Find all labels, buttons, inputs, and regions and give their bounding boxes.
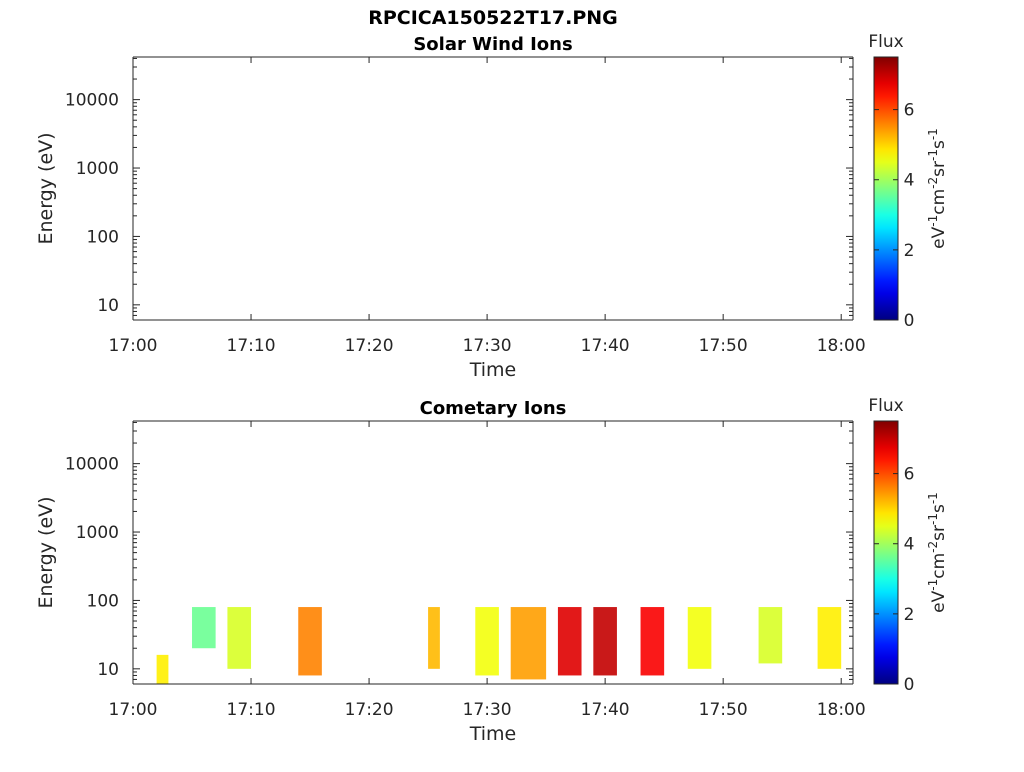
y-tick-label: 10 — [97, 296, 119, 316]
x-tick-label: 17:20 — [345, 700, 394, 720]
y-tick-label: 1000 — [76, 523, 119, 543]
flux-band — [156, 654, 169, 684]
x-tick-label: 17:50 — [699, 700, 748, 720]
flux-band — [557, 607, 582, 676]
x-axis-label: Time — [469, 723, 517, 745]
flux-band — [227, 607, 252, 669]
colorbar-title: Flux — [868, 32, 903, 52]
x-tick-label: 18:00 — [817, 336, 866, 356]
x-tick-label: 17:10 — [227, 336, 276, 356]
colorbar-tick-label: 4 — [904, 535, 915, 555]
x-tick-label: 17:30 — [463, 700, 512, 720]
colorbar-tick-label: 4 — [904, 171, 915, 191]
y-tick-label: 100 — [87, 227, 119, 247]
figure-title: RPCICA150522T17.PNG — [368, 7, 618, 29]
colorbar — [873, 56, 899, 321]
y-tick-label: 1000 — [76, 159, 119, 179]
flux-band — [428, 607, 440, 669]
x-tick-label: 18:00 — [817, 700, 866, 720]
y-axis-label: Energy (eV) — [35, 496, 57, 608]
colorbar-tick-label: 2 — [904, 241, 915, 261]
x-tick-label: 17:40 — [581, 700, 630, 720]
colorbar-unit-label: eV-1cm-2sr-1s-1 — [926, 492, 949, 613]
flux-band — [298, 607, 322, 676]
x-tick-label: 17:50 — [699, 336, 748, 356]
panel-title: Solar Wind Ions — [413, 34, 572, 55]
colorbar-tick-label: 0 — [904, 675, 915, 695]
colorbar-tick-label: 0 — [904, 311, 915, 331]
panel-2: Cometary Ions 17:00 17:10 17:20 17:30 17:40 17… — [35, 396, 949, 745]
flux-band — [510, 607, 547, 680]
panel-1: Solar Wind Ions 17:00 17:10 17:20 17:30 17:40… — [35, 32, 949, 381]
x-tick-label: 17:00 — [109, 700, 158, 720]
colorbar — [873, 420, 899, 685]
colorbar-tick-label: 6 — [904, 465, 915, 485]
colorbar-unit-label: eV-1cm-2sr-1s-1 — [926, 128, 949, 249]
x-tick-label: 17:10 — [227, 700, 276, 720]
flux-band — [817, 607, 842, 669]
y-tick-label: 10 — [97, 660, 119, 680]
x-tick-label: 17:20 — [345, 336, 394, 356]
flux-band — [475, 607, 499, 676]
flux-band — [640, 607, 665, 676]
colorbar-tick-label: 6 — [904, 101, 915, 121]
x-tick-label: 17:40 — [581, 336, 630, 356]
flux-band — [593, 607, 617, 676]
flux-band — [687, 607, 712, 669]
y-axis-label: Energy (eV) — [35, 132, 57, 244]
x-tick-label: 17:00 — [109, 336, 158, 356]
y-tick-label: 10000 — [65, 455, 119, 475]
y-tick-label: 100 — [87, 591, 119, 611]
flux-band — [758, 607, 783, 664]
x-axis-label: Time — [469, 359, 517, 381]
y-tick-label: 10000 — [65, 91, 119, 111]
colorbar-tick-label: 2 — [904, 605, 915, 625]
panel-title: Cometary Ions — [420, 398, 567, 419]
plot-area — [133, 57, 853, 320]
flux-band — [192, 607, 216, 649]
x-tick-label: 17:30 — [463, 336, 512, 356]
colorbar-title: Flux — [868, 396, 903, 416]
